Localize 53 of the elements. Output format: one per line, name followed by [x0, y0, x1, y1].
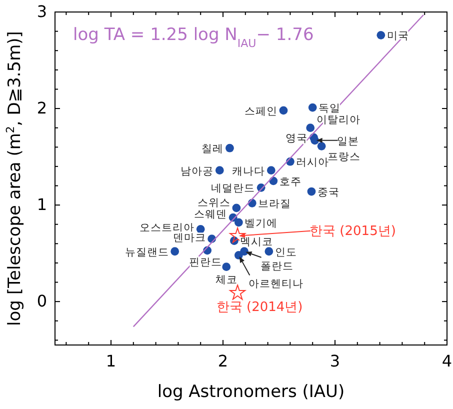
annotation: 인도 — [274, 246, 297, 258]
point — [230, 284, 246, 300]
annotation: 칠레 — [202, 143, 224, 156]
x-tick-label: 1 — [106, 351, 116, 370]
annotation: 중국 — [317, 186, 340, 199]
point — [196, 224, 205, 234]
annotation: 스위스 — [197, 196, 230, 209]
annotation: 폴란드 — [260, 260, 294, 272]
point — [308, 103, 317, 112]
annotation: 남아공 — [180, 165, 214, 178]
y-tick-label: 1 — [36, 195, 47, 214]
point — [234, 218, 243, 227]
annotation: 한국 (2014년) — [216, 300, 303, 315]
annotation: 뉴질랜드 — [124, 246, 169, 258]
point — [307, 187, 316, 196]
y-tick-label: 2 — [36, 98, 47, 118]
point — [264, 247, 274, 256]
annotation: 아르헨티나 — [248, 278, 304, 290]
annotation: 러시아 — [296, 156, 330, 169]
point — [306, 124, 315, 132]
point — [317, 142, 326, 150]
annotation: 멕시코 — [240, 236, 274, 248]
annotation: log TA = 1.25 log N$_{IAU}$− 1.76 — [73, 25, 314, 50]
x-axis-title: log Astronomers (IAU) — [157, 382, 345, 402]
x-tick-label: 4 — [442, 351, 452, 370]
y-tick-label: 3 — [36, 2, 47, 22]
annotation: 일본 — [336, 135, 359, 148]
annotation: 영국 — [286, 132, 308, 144]
annotation: 스페인 — [244, 105, 278, 118]
x-tick-label: 3 — [330, 351, 340, 370]
point — [232, 204, 241, 212]
annotation: 캐나다 — [232, 165, 266, 178]
point — [279, 106, 288, 115]
annotation: 브라질 — [258, 198, 292, 210]
annotation: 네덜란드 — [211, 182, 256, 195]
point — [376, 30, 386, 40]
annotation: 스웨덴 — [194, 208, 228, 221]
point — [170, 247, 180, 256]
x-tick-label: 2 — [218, 351, 228, 370]
annotation: 벨기에 — [244, 217, 278, 230]
annotation: 한국 (2015년) — [310, 224, 396, 239]
annotation: 덴마크 — [172, 232, 206, 244]
annotation: 프랑스 — [328, 151, 361, 164]
annotation: 체코 — [215, 274, 238, 286]
point — [222, 262, 231, 272]
annotation: 호주 — [279, 176, 302, 188]
point — [215, 166, 224, 174]
point — [266, 166, 276, 174]
point — [234, 251, 243, 260]
annotation: 오스트리아 — [140, 222, 195, 234]
point — [310, 136, 320, 145]
point — [226, 144, 234, 152]
y-tick-label: 0 — [36, 292, 47, 311]
